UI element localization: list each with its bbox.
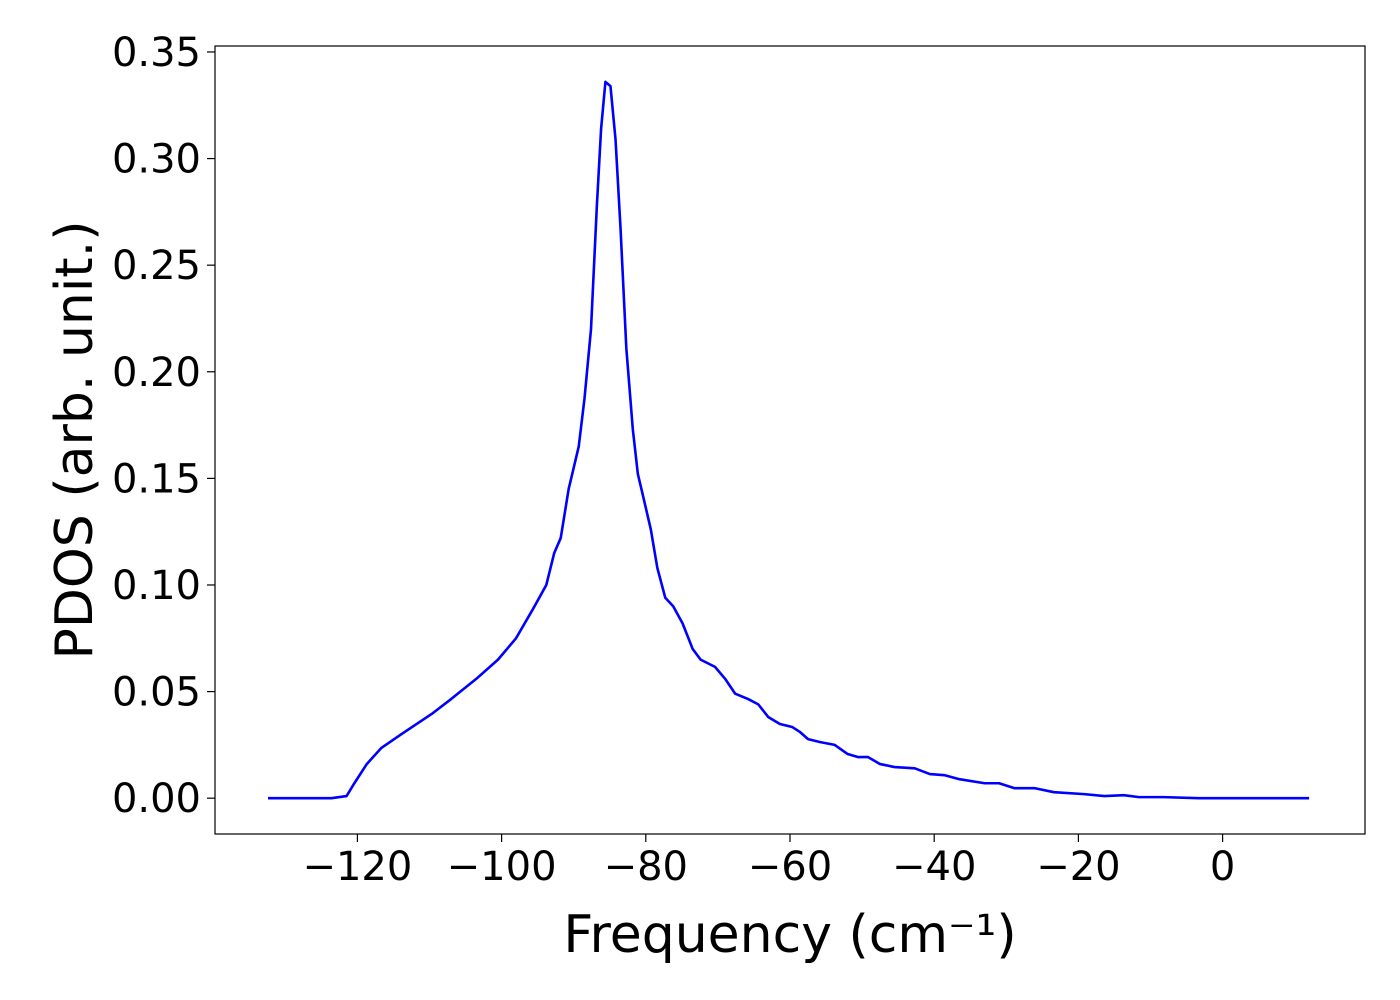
y-tick-label: 0.35 <box>112 30 201 76</box>
data-line <box>267 80 1310 800</box>
y-tick-label: 0.25 <box>112 243 201 289</box>
y-tick-label: 0.15 <box>112 456 201 502</box>
x-tick-label: −120 <box>302 844 412 890</box>
x-tick-label: −40 <box>892 844 976 890</box>
x-tick-label: −60 <box>748 844 832 890</box>
x-axis-label: Frequency (cm⁻¹) <box>563 905 1016 965</box>
y-tick-label: 0.20 <box>112 350 201 396</box>
y-tick-label: 0.00 <box>112 776 201 822</box>
x-tick-label: −20 <box>1036 844 1120 890</box>
y-tick-label: 0.10 <box>112 563 201 609</box>
x-tick-label: 0 <box>1210 844 1235 890</box>
y-axis-label: PDOS (arb. unit.) <box>45 220 105 659</box>
y-tick-label: 0.05 <box>112 670 201 716</box>
y-tick-label: 0.30 <box>112 137 201 183</box>
plot-frame <box>214 45 1366 835</box>
x-tick-label: −100 <box>447 844 557 890</box>
x-tick-label: −80 <box>604 844 688 890</box>
